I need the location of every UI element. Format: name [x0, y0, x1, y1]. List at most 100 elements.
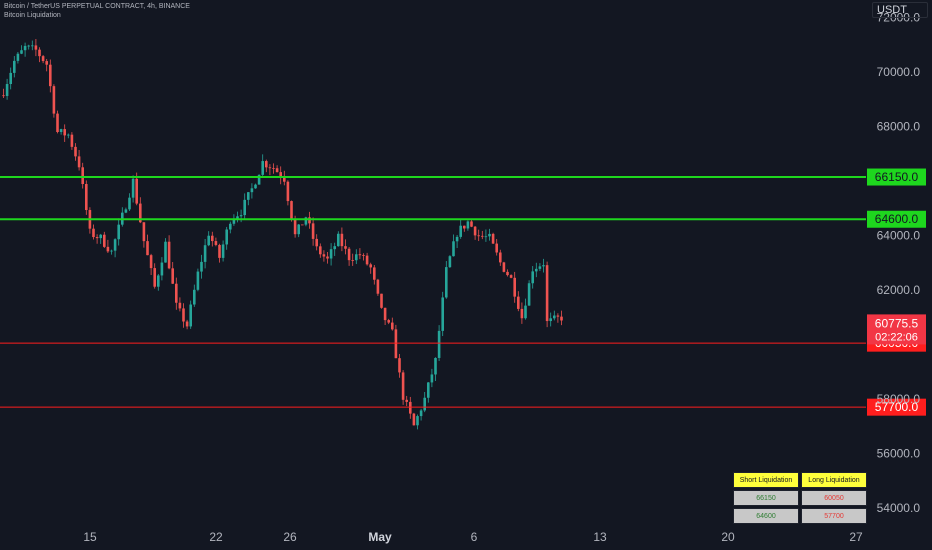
- candle-body: [463, 225, 466, 229]
- candle: [77, 149, 81, 171]
- candle: [319, 243, 322, 258]
- candle: [218, 243, 221, 263]
- candle-body: [488, 233, 491, 237]
- candle-body: [308, 217, 311, 224]
- candle: [5, 78, 9, 100]
- candle: [545, 261, 549, 328]
- y-tick-label: 64000.0: [877, 229, 921, 243]
- candle-body: [380, 293, 383, 308]
- candle: [297, 223, 300, 238]
- candle-body: [466, 221, 470, 229]
- candle-body: [135, 178, 138, 204]
- candle: [491, 232, 495, 245]
- candle-body: [376, 279, 380, 294]
- candle-body: [2, 95, 5, 97]
- candle-body: [254, 184, 257, 189]
- candle-body: [427, 382, 430, 398]
- candle: [416, 414, 419, 430]
- candle: [265, 159, 268, 173]
- candle-body: [491, 233, 495, 244]
- candle-body: [77, 156, 81, 168]
- candle: [549, 312, 552, 327]
- candle: [434, 357, 437, 381]
- candle: [279, 166, 282, 185]
- price-axis: 54000.0 56000.0 58000.0 62000.0 64000.0 68000…: [877, 11, 921, 515]
- candle-body: [355, 254, 358, 261]
- candle-body: [524, 305, 527, 319]
- candle: [85, 180, 88, 215]
- candle-body: [63, 129, 66, 136]
- candle-body: [337, 233, 340, 247]
- candle-body: [362, 255, 365, 256]
- candle-body: [34, 45, 38, 50]
- candle: [520, 302, 524, 324]
- candle-body: [49, 64, 52, 87]
- candle: [34, 38, 38, 57]
- candle-body: [527, 283, 531, 306]
- candle: [146, 234, 149, 256]
- x-tick-label: 20: [721, 530, 735, 544]
- candle-body: [153, 268, 156, 287]
- candle: [553, 310, 556, 321]
- candle: [495, 239, 498, 256]
- candle-body: [74, 146, 77, 157]
- candle: [272, 163, 275, 174]
- candle: [171, 262, 174, 284]
- currency-selector[interactable]: USDT: [872, 2, 928, 18]
- candle-body: [203, 245, 207, 262]
- liquidation-table: Short Liquidation Long Liquidation 66150…: [731, 470, 869, 526]
- candle-body: [193, 289, 196, 305]
- candle-body: [347, 248, 351, 261]
- candle-body: [113, 239, 117, 251]
- candle-body: [437, 330, 441, 358]
- candle: [308, 211, 311, 229]
- candle: [527, 280, 531, 306]
- candle: [365, 252, 369, 266]
- candle: [49, 59, 52, 93]
- candle: [499, 249, 502, 266]
- candle: [250, 183, 254, 199]
- candle-body: [85, 184, 88, 211]
- candle: [131, 175, 135, 203]
- candle-body: [311, 223, 315, 239]
- short-liquidation-1: 66150: [733, 490, 799, 506]
- candle: [2, 88, 5, 99]
- candle-body: [365, 255, 369, 265]
- candle-body: [236, 216, 239, 220]
- candle: [211, 231, 214, 247]
- candle: [92, 224, 95, 240]
- candle-body: [394, 329, 398, 359]
- candle: [149, 253, 153, 275]
- candle: [473, 226, 477, 240]
- x-tick-label: 6: [471, 530, 478, 544]
- candle-body: [322, 254, 326, 257]
- candle-body: [448, 256, 452, 268]
- candle-body: [56, 113, 59, 133]
- candle: [41, 55, 45, 64]
- candle: [455, 235, 459, 248]
- candle: [160, 257, 164, 281]
- candle-body: [41, 56, 45, 62]
- candle: [362, 253, 365, 261]
- candle: [347, 247, 351, 266]
- candle-body: [495, 243, 498, 253]
- candle-body: [117, 224, 120, 240]
- candle: [369, 262, 372, 274]
- candle: [175, 277, 178, 310]
- candle: [31, 40, 34, 51]
- candle: [452, 234, 455, 257]
- candle-body: [70, 134, 74, 147]
- candle-body: [232, 219, 236, 224]
- candle: [322, 250, 326, 262]
- candle-body: [275, 168, 279, 173]
- candle-body: [95, 237, 99, 239]
- candle: [81, 162, 84, 189]
- candle: [340, 227, 344, 252]
- candle-body: [99, 234, 102, 239]
- candle: [207, 231, 210, 247]
- candle: [67, 133, 70, 139]
- candle: [182, 303, 185, 328]
- header-short-liquidation: Short Liquidation: [733, 472, 799, 488]
- candle: [535, 262, 538, 278]
